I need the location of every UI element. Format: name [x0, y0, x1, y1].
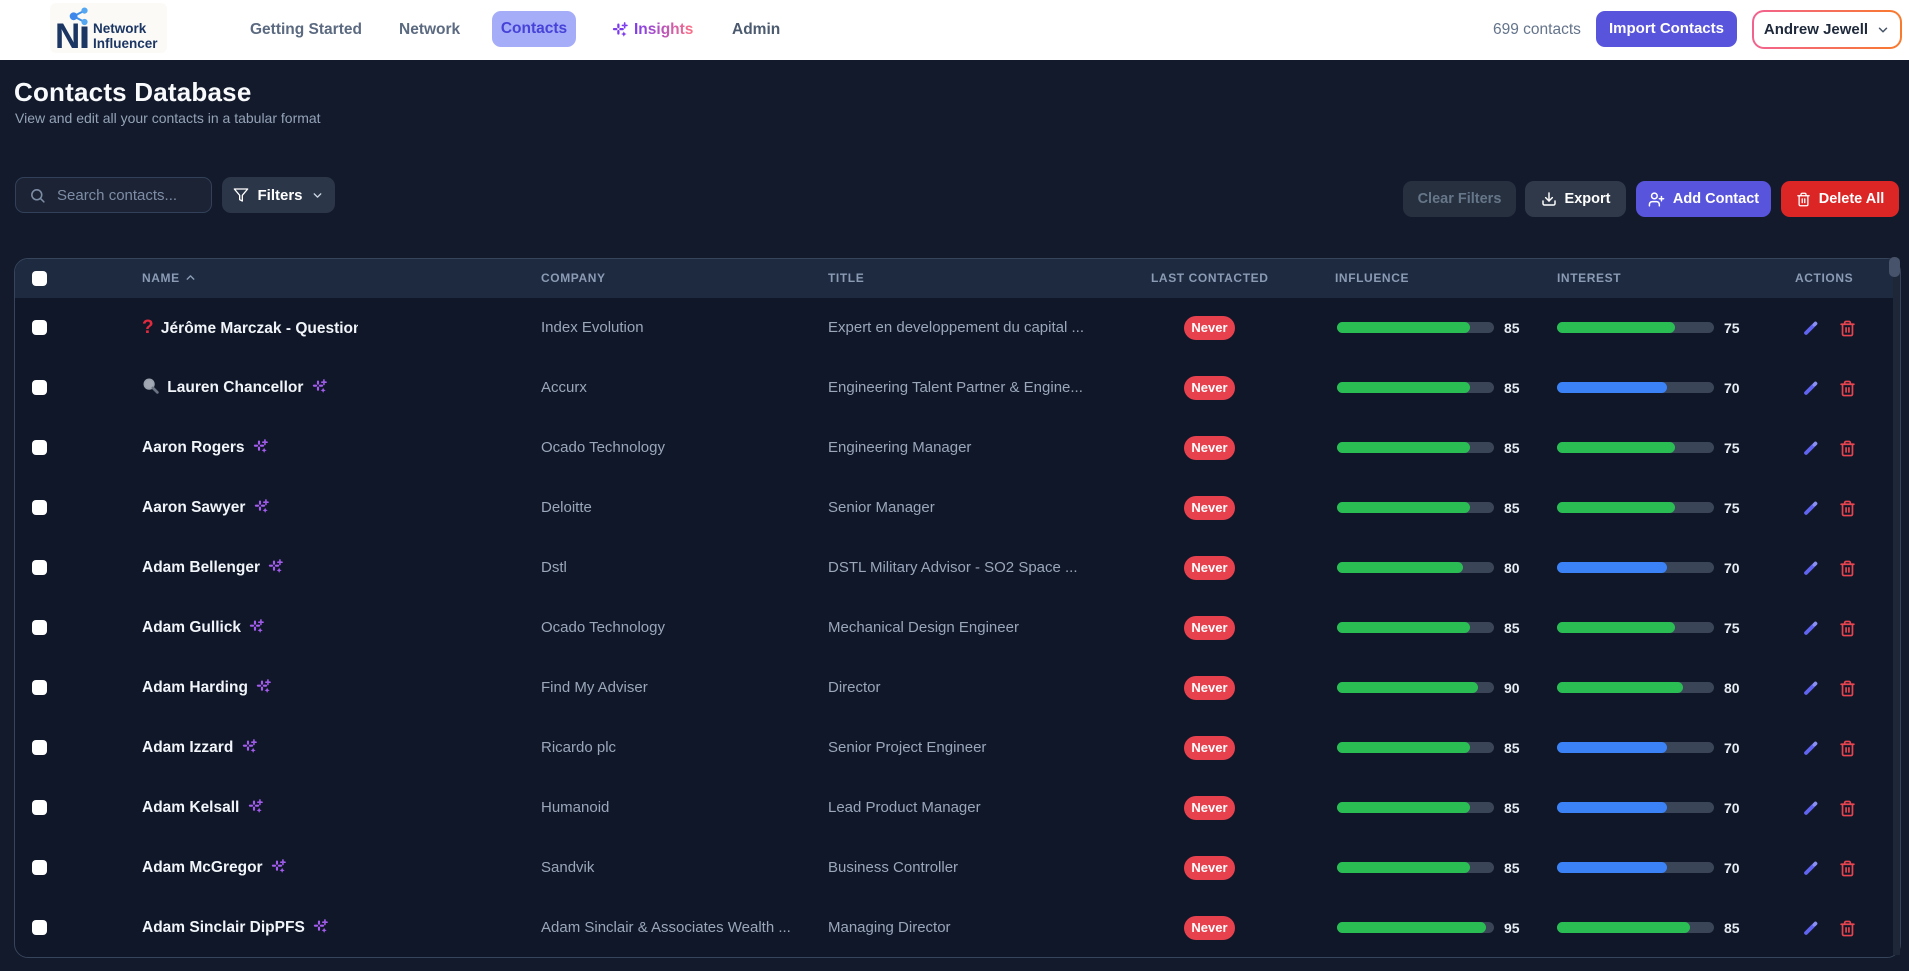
svg-text:N: N [55, 17, 80, 53]
svg-text:Network: Network [93, 21, 147, 36]
svg-text:Influencer: Influencer [93, 36, 158, 51]
